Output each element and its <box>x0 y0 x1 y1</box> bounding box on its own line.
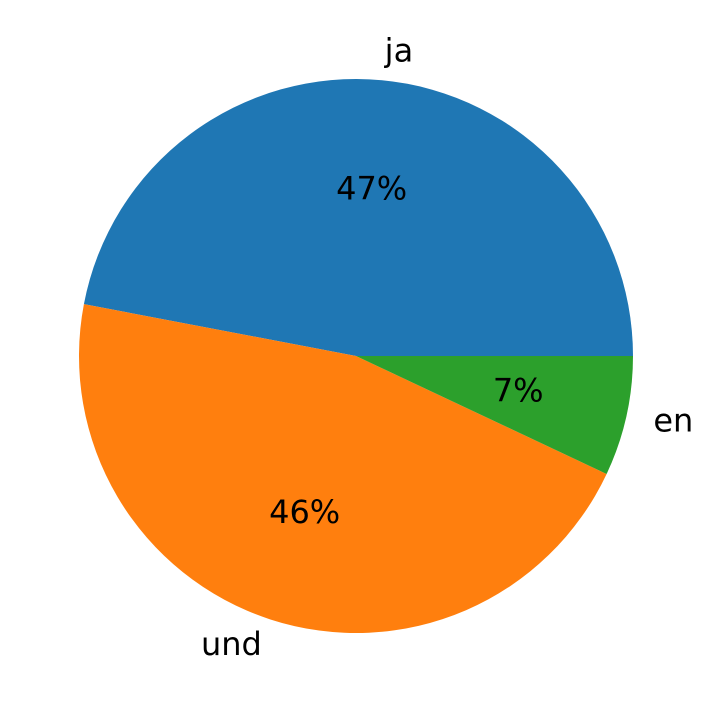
pie-wedge <box>83 79 633 357</box>
value-label: 7% <box>493 371 544 409</box>
category-label: und <box>201 625 262 663</box>
pie-wedge <box>356 356 633 474</box>
category-label: en <box>653 401 693 439</box>
category-label: ja <box>384 32 414 70</box>
value-label: 46% <box>269 493 340 531</box>
value-label: 47% <box>336 170 407 208</box>
pie-wedge <box>79 304 607 633</box>
